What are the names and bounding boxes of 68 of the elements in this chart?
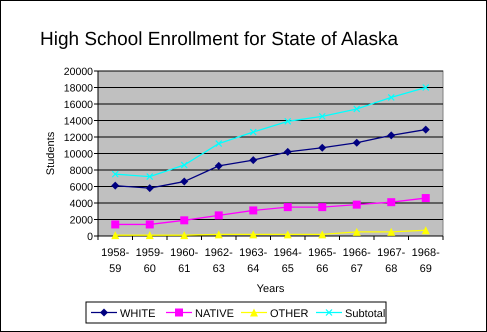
point: [250, 128, 257, 136]
point: [214, 211, 223, 220]
x-tick-label: 1959-60: [136, 247, 164, 275]
y-tick-label: 18000: [64, 82, 94, 94]
point: [318, 230, 326, 238]
legend-label: NATIVE: [195, 308, 234, 320]
point: [422, 84, 430, 92]
point: [284, 230, 292, 238]
point: [353, 105, 360, 113]
point: [352, 200, 361, 209]
x-tick-label: 1968-69: [412, 247, 440, 275]
x-tick-label: 1966-67: [342, 247, 372, 275]
point: [388, 94, 395, 101]
y-tick-label: 10000: [64, 148, 94, 160]
y-tick-label: 2000: [70, 214, 94, 226]
point: [214, 162, 223, 170]
point: [111, 231, 120, 240]
y-tick-label: 8000: [70, 165, 94, 177]
point: [180, 161, 188, 169]
y-tick-label: 20000: [64, 66, 94, 78]
point: [249, 230, 258, 238]
x-tick-label: 1960-61: [170, 247, 199, 275]
point: [284, 148, 292, 156]
point: [112, 170, 119, 178]
point: [180, 178, 188, 186]
y-tick-label: 4000: [70, 198, 94, 210]
point: [387, 198, 396, 206]
y-tick-label: 0: [87, 231, 94, 243]
x-tick-label: 1967-68: [377, 247, 406, 275]
x-axis-title: Years: [256, 283, 285, 295]
x-tick-label: 1965-66: [308, 247, 337, 275]
y-tick-label: 6000: [70, 182, 94, 194]
point: [422, 226, 430, 234]
point: [387, 228, 396, 236]
x-tick-label: 1963-64: [239, 247, 268, 275]
y-axis-title: Students: [45, 131, 57, 176]
point: [352, 138, 361, 147]
point: [387, 131, 396, 140]
point: [111, 220, 120, 228]
point: [146, 220, 154, 228]
y-tick-label: 14000: [64, 116, 94, 128]
x-tick-label: 1962-63: [204, 247, 234, 275]
point: [318, 112, 326, 120]
y-tick-label: 16000: [64, 99, 94, 111]
legend-label: OTHER: [270, 308, 309, 320]
x-tick-label: 1964-65: [274, 247, 302, 275]
point: [284, 118, 292, 125]
legend-label: WHITE: [120, 308, 156, 320]
point: [249, 206, 258, 214]
x-tick-label: 1958-59: [101, 247, 130, 275]
point: [146, 231, 154, 240]
point: [318, 203, 326, 212]
point: [214, 230, 223, 238]
chart-title: High School Enrollment for State of Alaska: [40, 29, 398, 50]
point: [352, 228, 361, 236]
point: [111, 182, 120, 190]
point: [422, 194, 430, 202]
legend-label: Subtotal: [345, 308, 386, 320]
point: [318, 144, 326, 152]
point: [215, 140, 222, 148]
point: [180, 231, 188, 240]
point: [146, 184, 154, 192]
point: [284, 203, 292, 212]
point: [249, 156, 258, 164]
point: [146, 173, 154, 180]
point: [422, 126, 430, 134]
y-tick-label: 12000: [64, 132, 94, 144]
point: [180, 216, 188, 224]
